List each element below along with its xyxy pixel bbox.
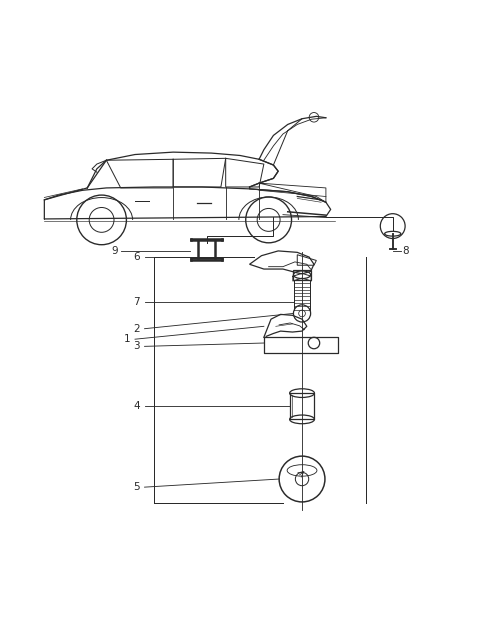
Text: 2: 2: [133, 324, 140, 334]
Text: 6: 6: [133, 252, 140, 262]
Text: 4: 4: [133, 401, 140, 411]
Text: 9: 9: [112, 246, 118, 256]
Text: 3: 3: [133, 341, 140, 351]
Text: 5: 5: [133, 482, 140, 492]
Text: 7: 7: [133, 298, 140, 308]
Text: 1: 1: [124, 334, 130, 344]
Text: 8: 8: [402, 246, 409, 256]
